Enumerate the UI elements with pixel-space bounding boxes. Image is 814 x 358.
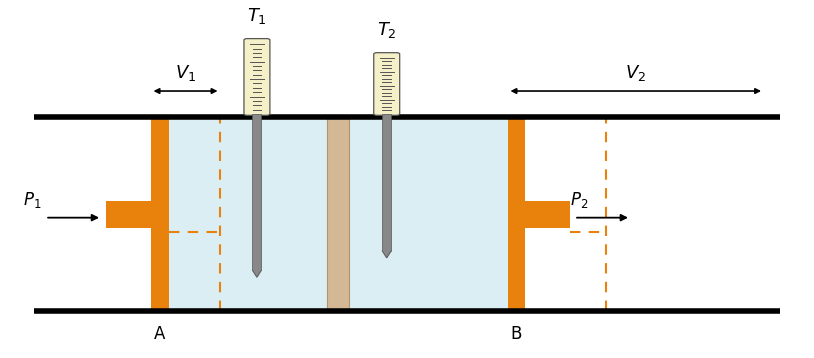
Text: B: B — [511, 325, 523, 343]
Bar — [106, 200, 151, 228]
Text: $P_2$: $P_2$ — [570, 190, 589, 210]
Bar — [383, 114, 392, 251]
Polygon shape — [383, 251, 392, 258]
FancyBboxPatch shape — [244, 39, 270, 115]
FancyBboxPatch shape — [374, 53, 400, 115]
Bar — [526, 200, 570, 228]
Text: $P_1$: $P_1$ — [23, 190, 42, 210]
Bar — [168, 117, 326, 311]
Text: A: A — [154, 325, 165, 343]
Bar — [252, 114, 261, 270]
Bar — [151, 117, 168, 311]
Polygon shape — [252, 270, 261, 277]
Text: $T_2$: $T_2$ — [377, 20, 396, 40]
Text: $V_2$: $V_2$ — [625, 63, 646, 83]
Bar — [508, 117, 526, 311]
Text: $T_1$: $T_1$ — [247, 6, 267, 26]
Bar — [349, 117, 508, 311]
Bar — [326, 117, 349, 311]
Text: $V_1$: $V_1$ — [175, 63, 196, 83]
